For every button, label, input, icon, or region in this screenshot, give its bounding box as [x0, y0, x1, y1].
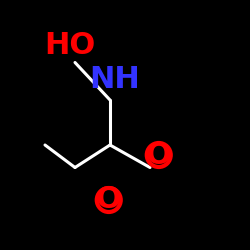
Text: NH: NH [90, 66, 140, 94]
Text: HO: HO [44, 30, 96, 60]
Text: O: O [96, 186, 122, 214]
Text: O: O [146, 140, 172, 170]
